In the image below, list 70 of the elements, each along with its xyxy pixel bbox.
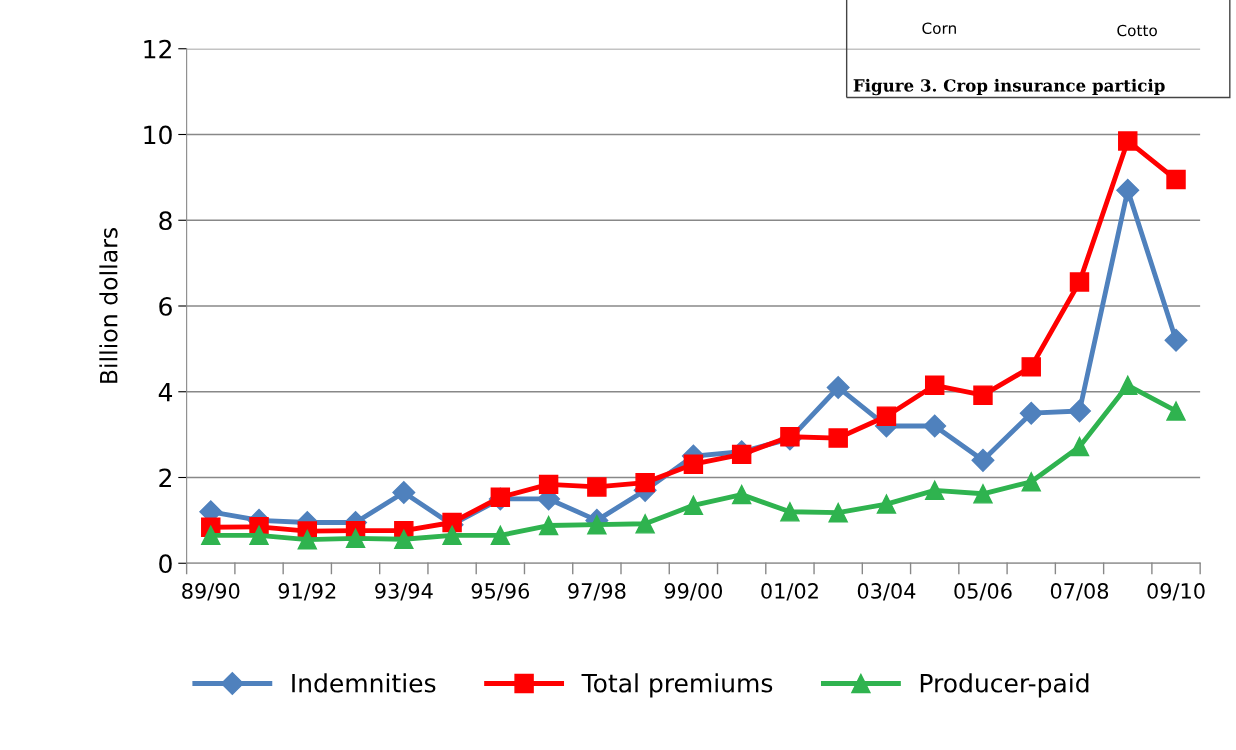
- x-tick-label: 03/04: [857, 583, 916, 601]
- point: [828, 502, 848, 523]
- x-tick-label: 93/94: [375, 583, 433, 601]
- point: [490, 487, 511, 507]
- point: [924, 375, 945, 396]
- point: [876, 406, 897, 426]
- point: [1166, 169, 1186, 190]
- x-tick-label: 99/00: [664, 583, 723, 601]
- point: [731, 484, 752, 505]
- x-tick-label: 89/90: [182, 583, 240, 601]
- point: [249, 525, 269, 546]
- y-axis-title: Billion dollars: [99, 227, 118, 383]
- point: [1118, 375, 1138, 396]
- legend-label: Indemnities: [292, 673, 436, 693]
- y-tick-label: 12: [144, 39, 171, 59]
- x-tick-label: 09/10: [1147, 583, 1205, 601]
- point: [635, 514, 655, 534]
- point: [1069, 436, 1090, 457]
- point: [731, 444, 752, 465]
- point: [826, 375, 850, 399]
- point: [587, 514, 607, 535]
- text: Cotto: [1117, 24, 1157, 37]
- x-tick-label: 95/96: [471, 583, 530, 601]
- x-tick-label: 01/02: [761, 583, 818, 601]
- point: [780, 427, 800, 447]
- point: [1116, 178, 1140, 202]
- point: [1166, 401, 1186, 421]
- point: [1118, 131, 1138, 151]
- x-tick-label: 91/92: [278, 583, 336, 601]
- point: [538, 474, 559, 495]
- point: [1068, 399, 1091, 423]
- legend-label: Total premiums: [581, 673, 773, 698]
- y-tick-label: 4: [158, 383, 173, 402]
- y-tick-label: 8: [159, 211, 172, 231]
- point: [635, 472, 655, 493]
- point: [683, 495, 704, 516]
- point: [923, 414, 947, 438]
- point: [1069, 272, 1090, 292]
- point: [828, 428, 848, 448]
- point: [1164, 328, 1188, 352]
- y-tick-label: 6: [159, 296, 172, 316]
- point: [442, 512, 462, 533]
- x-tick-label: 05/06: [954, 583, 1012, 601]
- y-tick-label: 10: [144, 125, 172, 145]
- x-tick-label: 97/98: [568, 583, 626, 601]
- point: [1021, 357, 1041, 377]
- point: [973, 385, 993, 405]
- point: [490, 525, 511, 546]
- point: [345, 528, 366, 549]
- x-tick-label: 07/08: [1050, 583, 1109, 601]
- point: [538, 515, 559, 536]
- point: [780, 502, 800, 522]
- point: [1019, 401, 1043, 425]
- y-tick-label: 2: [159, 468, 171, 487]
- point: [971, 448, 995, 472]
- y-tick-label: 0: [159, 554, 172, 574]
- point: [683, 454, 704, 474]
- point: [924, 480, 945, 501]
- point: [297, 529, 318, 550]
- point: [201, 525, 221, 546]
- point: [392, 481, 416, 505]
- point: [394, 529, 414, 549]
- annotation: Figure 3. Crop insurance particip: [853, 78, 1165, 96]
- legend-label: Producer-paid: [920, 673, 1089, 698]
- point: [1021, 472, 1041, 492]
- point: [973, 484, 993, 504]
- point: [587, 477, 607, 497]
- text: Corn: [922, 22, 956, 34]
- point: [442, 525, 462, 546]
- point: [876, 494, 897, 514]
